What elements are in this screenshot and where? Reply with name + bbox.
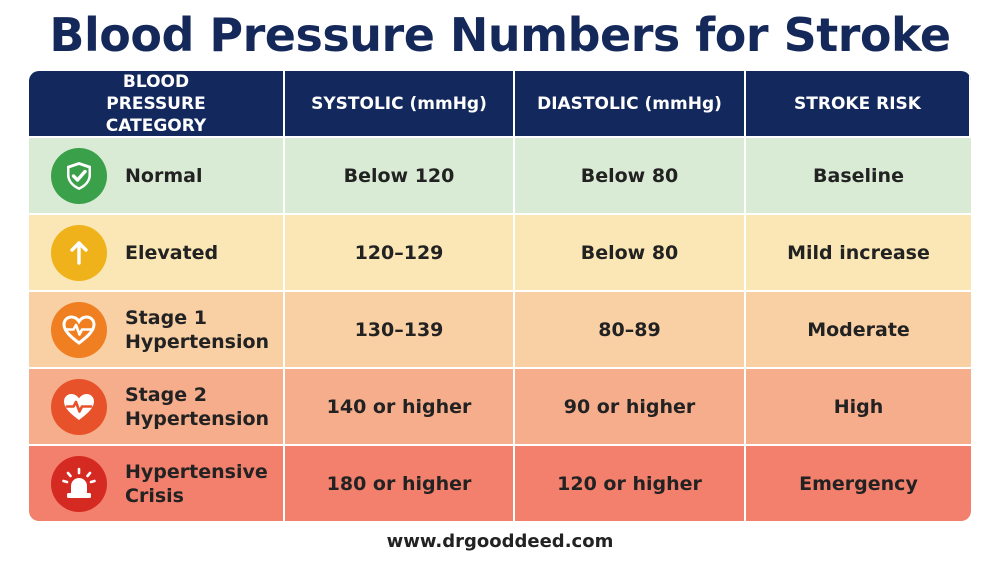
category-label: Elevated bbox=[125, 241, 219, 264]
header-systolic: SYSTOLIC (mmHg) bbox=[285, 71, 515, 136]
stroke-risk-cell: Baseline bbox=[746, 136, 971, 213]
heart-pulse-icon bbox=[51, 378, 107, 435]
category-label: Hypertensive Crisis bbox=[125, 460, 268, 507]
table-row-category: Hypertensive Crisis bbox=[29, 444, 285, 521]
category-label: Stage 2 Hypertension bbox=[125, 383, 270, 430]
systolic-cell: 140 or higher bbox=[285, 367, 515, 444]
stroke-risk-cell: Emergency bbox=[746, 444, 971, 521]
systolic-cell: Below 120 bbox=[285, 136, 515, 213]
diastolic-cell: 80–89 bbox=[515, 290, 746, 367]
category-label: Stage 1 Hypertension bbox=[125, 306, 270, 353]
header-stroke-risk: STROKE RISK bbox=[746, 71, 971, 136]
table-row-category: Stage 2 Hypertension bbox=[29, 367, 285, 444]
table-row-category: Stage 1 Hypertension bbox=[29, 290, 285, 367]
stroke-risk-cell: Moderate bbox=[746, 290, 971, 367]
header-diastolic: DIASTOLIC (mmHg) bbox=[515, 71, 746, 136]
systolic-cell: 180 or higher bbox=[285, 444, 515, 521]
category-label: Normal bbox=[125, 164, 203, 187]
page-title: Blood Pressure Numbers for Stroke bbox=[49, 8, 951, 62]
systolic-cell: 130–139 bbox=[285, 290, 515, 367]
alarm-siren-icon bbox=[51, 455, 107, 512]
systolic-cell: 120–129 bbox=[285, 213, 515, 290]
diastolic-cell: Below 80 bbox=[515, 213, 746, 290]
table-row-category: Elevated bbox=[29, 213, 285, 290]
arrow-up-icon bbox=[51, 224, 107, 281]
blood-pressure-table: BLOOD PRESSURE CATEGORY SYSTOLIC (mmHg) … bbox=[29, 71, 971, 521]
diastolic-cell: 90 or higher bbox=[515, 367, 746, 444]
stroke-risk-cell: Mild increase bbox=[746, 213, 971, 290]
diastolic-cell: 120 or higher bbox=[515, 444, 746, 521]
stroke-risk-cell: High bbox=[746, 367, 971, 444]
shield-check-icon bbox=[51, 147, 107, 204]
website-url: www.drgooddeed.com bbox=[386, 531, 614, 552]
header-category: BLOOD PRESSURE CATEGORY bbox=[29, 71, 285, 136]
diastolic-cell: Below 80 bbox=[515, 136, 746, 213]
heart-pulse-icon bbox=[51, 301, 107, 358]
table-row-category: Normal bbox=[29, 136, 285, 213]
